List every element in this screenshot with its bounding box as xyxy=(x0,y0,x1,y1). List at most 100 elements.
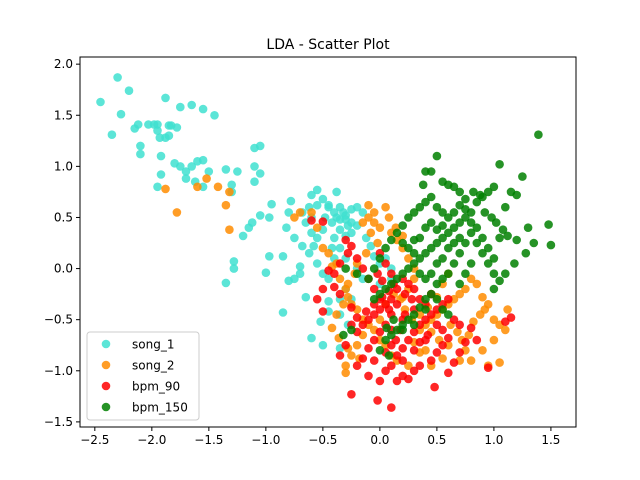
scatter-point xyxy=(521,248,531,258)
scatter-point xyxy=(489,254,499,263)
scatter-point xyxy=(225,225,234,234)
y-axis: −1.5 −1.0 −0.5 0.0 0.5 1.0 1.5 2.0 xyxy=(44,57,80,429)
scatter-point xyxy=(409,320,419,330)
scatter-point xyxy=(534,130,543,139)
scatter-point xyxy=(415,269,425,279)
scatter-point xyxy=(421,248,430,258)
scatter-point xyxy=(444,333,453,343)
scatter-point xyxy=(449,259,459,268)
scatter-point xyxy=(265,213,274,222)
x-tick-label: 1.0 xyxy=(484,433,503,447)
scatter-point xyxy=(341,340,351,350)
x-tick-label: 1.5 xyxy=(541,433,560,447)
scatter-point xyxy=(307,228,316,238)
scatter-point xyxy=(369,294,379,304)
scatter-point xyxy=(225,187,234,197)
scatter-point xyxy=(387,279,396,289)
scatter-point xyxy=(478,292,487,302)
scatter-point xyxy=(483,363,493,373)
scatter-point xyxy=(181,174,191,183)
scatter-point xyxy=(489,284,499,294)
scatter-point xyxy=(278,251,288,261)
scatter-point xyxy=(409,346,419,355)
scatter-point xyxy=(529,238,539,248)
scatter-point xyxy=(238,231,248,241)
scatter-point xyxy=(387,403,396,412)
scatter-point xyxy=(510,259,519,268)
scatter-point xyxy=(307,208,316,217)
y-tick-label: −1.5 xyxy=(44,415,73,429)
scatter-point xyxy=(290,233,299,243)
scatter-point xyxy=(455,320,465,330)
series-bpm_150 xyxy=(339,130,556,360)
scatter-point xyxy=(501,325,510,335)
scatter-point xyxy=(307,190,316,200)
x-tick-label: −2.5 xyxy=(80,433,109,447)
scatter-point xyxy=(421,274,430,284)
scatter-point xyxy=(221,165,231,174)
legend-label: bpm_90 xyxy=(132,380,180,394)
scatter-point xyxy=(455,248,465,258)
scatter-point xyxy=(156,151,166,161)
scatter-point xyxy=(304,248,314,258)
x-tick-label: 0.5 xyxy=(427,433,446,447)
scatter-point xyxy=(409,235,419,245)
scatter-point xyxy=(364,274,373,284)
scatter-point xyxy=(335,289,345,299)
scatter-point xyxy=(161,184,170,194)
scatter-point xyxy=(409,274,419,284)
scatter-point xyxy=(227,180,236,190)
scatter-point xyxy=(261,268,271,278)
scatter-point xyxy=(455,348,465,357)
scatter-point xyxy=(339,330,348,340)
scatter-point xyxy=(392,274,402,284)
scatter-point xyxy=(398,356,408,365)
legend-marker xyxy=(101,339,111,349)
scatter-point xyxy=(501,202,510,212)
scatter-point xyxy=(501,269,510,279)
scatter-point xyxy=(335,225,345,234)
scatter-point xyxy=(382,323,392,333)
scatter-point xyxy=(426,243,436,253)
scatter-point xyxy=(369,356,379,365)
scatter-point xyxy=(341,235,351,245)
scatter-point xyxy=(358,264,368,273)
scatter-point xyxy=(409,366,419,376)
scatter-point xyxy=(343,248,353,258)
scatter-point xyxy=(210,111,219,120)
scatter-point xyxy=(466,323,476,333)
scatter-point xyxy=(461,284,470,294)
scatter-point xyxy=(430,382,439,392)
scatter-point xyxy=(407,294,417,304)
scatter-point xyxy=(375,315,385,325)
scatter-point xyxy=(381,284,390,294)
scatter-point xyxy=(387,235,396,245)
scatter-point xyxy=(375,223,385,232)
scatter-point xyxy=(312,294,322,304)
scatter-point xyxy=(255,211,265,220)
scatter-point xyxy=(432,279,442,289)
scatter-point xyxy=(421,197,430,207)
scatter-point xyxy=(153,120,162,129)
scatter-point xyxy=(409,327,419,337)
scatter-point xyxy=(384,351,394,360)
scatter-point xyxy=(498,225,508,234)
scatter-point xyxy=(267,199,276,209)
scatter-point xyxy=(136,149,145,159)
legend-marker xyxy=(101,360,111,370)
scatter-point xyxy=(449,208,459,217)
scatter-point xyxy=(358,320,368,330)
scatter-point xyxy=(312,233,322,243)
scatter-point xyxy=(286,196,296,206)
scatter-point xyxy=(426,269,436,279)
scatter-point xyxy=(404,264,413,273)
scatter-point xyxy=(432,259,442,268)
scatter-point xyxy=(341,264,351,273)
legend-label: song_2 xyxy=(132,359,174,373)
scatter-point xyxy=(332,187,341,197)
scatter-point xyxy=(318,243,328,253)
x-tick-label: −1.0 xyxy=(251,433,280,447)
scatter-point xyxy=(307,216,316,225)
scatter-point xyxy=(480,305,490,314)
scatter-point xyxy=(124,86,134,95)
